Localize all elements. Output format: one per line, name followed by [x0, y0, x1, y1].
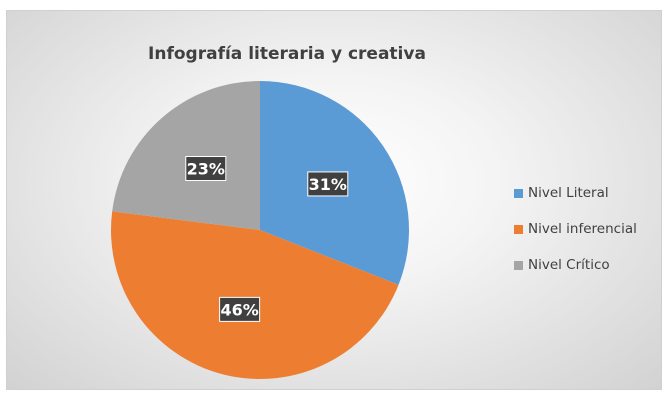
legend-item-nivel-literal: Nivel Literal	[514, 184, 637, 202]
legend-label: Nivel Literal	[528, 185, 609, 201]
pie-slice-nivel-inferencial	[110, 211, 399, 379]
legend-item-nivel-inferencial: Nivel inferencial	[514, 220, 637, 238]
data-label-text: 31%	[309, 175, 347, 194]
data-label-nivel-critico: 23%	[185, 156, 227, 182]
pie-chart: 31% 46% 23%	[110, 81, 409, 379]
legend-label: Nivel inferencial	[528, 221, 637, 237]
data-label-box	[307, 171, 349, 197]
data-label-nivel-literal: 31%	[307, 171, 349, 197]
chart-legend: Nivel Literal Nivel inferencial Nivel Crít…	[514, 184, 637, 292]
legend-swatch	[514, 260, 523, 270]
data-label-box	[219, 296, 261, 322]
chart-area: Infografía literaria y creativa 31% 46% 23…	[6, 10, 662, 390]
data-label-text: 23%	[187, 160, 225, 179]
chart-title: Infografía literaria y creativa	[148, 44, 426, 64]
legend-swatch	[514, 224, 523, 234]
legend-label: Nivel Crítico	[528, 257, 610, 273]
data-label-text: 46%	[220, 300, 258, 319]
pie-slice-nivel-critico	[112, 81, 260, 230]
data-label-nivel-inferencial: 46%	[219, 296, 261, 322]
legend-swatch	[514, 188, 523, 198]
data-label-box	[185, 156, 227, 182]
legend-item-nivel-critico: Nivel Crítico	[514, 256, 637, 274]
